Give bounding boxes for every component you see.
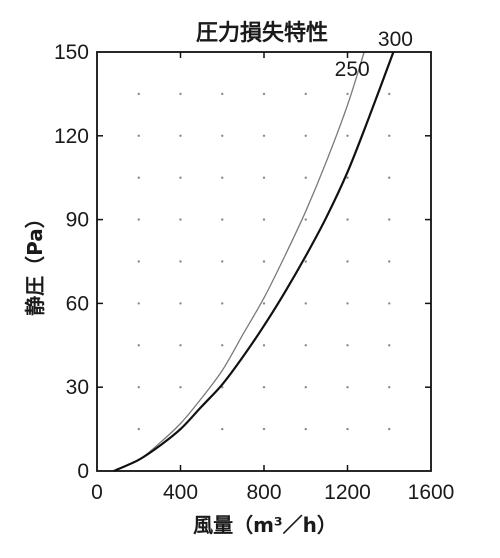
grid-dot: [221, 218, 224, 221]
x-tick-label: 800: [246, 481, 281, 504]
grid-dot: [221, 427, 224, 431]
grid-dot: [262, 260, 266, 263]
grid-dot: [304, 302, 307, 305]
x-tick-label: 1600: [408, 481, 455, 504]
grid-dot: [262, 92, 266, 96]
grid-dot: [179, 134, 182, 137]
y-tick-labels: 0 30 60 90 120 150: [54, 41, 89, 483]
y-tick-label: 90: [66, 209, 89, 232]
grid-dot: [388, 92, 391, 96]
grid-dot: [221, 176, 224, 179]
grid-dot: [179, 176, 182, 179]
series-label-300: 300: [378, 28, 413, 51]
grid-dot: [221, 92, 224, 96]
grid: [97, 52, 431, 471]
grid-dot: [388, 134, 391, 137]
grid-dot: [388, 386, 391, 389]
grid-dot: [304, 344, 307, 347]
grid-dot: [179, 344, 182, 347]
grid-dot: [262, 134, 266, 137]
grid-dot: [137, 344, 140, 347]
grid-dot: [304, 427, 307, 431]
grid-dot: [221, 302, 224, 305]
y-tick-label: 60: [66, 292, 89, 315]
grid-dot: [179, 218, 182, 221]
grid-dot: [221, 260, 224, 263]
series-line-300: [113, 51, 395, 473]
grid-dot: [137, 427, 140, 431]
grid-dot: [137, 386, 140, 389]
grid-dot: [346, 218, 349, 221]
grid-dot: [346, 386, 349, 389]
grid-dot: [221, 134, 224, 137]
grid-dot: [262, 302, 266, 305]
grid-dot: [137, 260, 140, 263]
grid-dot: [388, 427, 391, 431]
grid-dot: [262, 218, 266, 221]
grid-dot: [346, 302, 349, 305]
grid-dot: [137, 134, 140, 137]
grid-dot: [179, 386, 182, 389]
grid-dot: [221, 344, 224, 347]
chart-title: 圧力損失特性: [196, 20, 328, 46]
grid-dot: [388, 344, 391, 347]
grid-dot: [304, 386, 307, 389]
x-tick-label: 1200: [324, 481, 371, 504]
grid-dot: [304, 92, 307, 96]
grid-dot: [304, 260, 307, 263]
grid-dot: [304, 218, 307, 221]
x-axis-label: 風量（m³／h）: [193, 513, 337, 537]
x-tick-label: 400: [163, 481, 198, 504]
grid-dot: [346, 260, 349, 263]
grid-dot: [179, 302, 182, 305]
plot-frame: [96, 51, 432, 472]
grid-dot: [388, 176, 391, 179]
series-labels: 250 300: [335, 28, 413, 81]
grid-dot: [346, 134, 349, 137]
grid-dot: [346, 427, 349, 431]
x-tick-label: 0: [91, 481, 103, 504]
grid-dot: [262, 176, 266, 179]
x-tick-labels: 0 400 800 1200 1600: [91, 481, 454, 504]
grid-dot: [179, 260, 182, 263]
y-tick-label: 120: [54, 125, 89, 148]
grid-dot: [179, 92, 182, 96]
y-tick-label: 30: [66, 376, 89, 399]
grid-dot: [262, 427, 266, 431]
y-axis-label: 静圧（Pa）: [23, 208, 47, 316]
series-line-250: [113, 51, 365, 472]
grid-dot: [346, 344, 349, 347]
grid-dot: [346, 92, 349, 96]
grid-dot: [137, 92, 140, 96]
grid-dot: [262, 344, 266, 347]
grid-dot: [137, 176, 140, 179]
grid-dot: [388, 218, 391, 221]
grid-dot: [137, 302, 140, 305]
series-label-250: 250: [335, 58, 370, 81]
grid-dot: [262, 386, 266, 389]
grid-dot: [346, 176, 349, 179]
series-group: [113, 51, 395, 473]
grid-dot: [304, 176, 307, 179]
y-tick-label: 150: [54, 41, 89, 64]
y-tick-label: 0: [77, 460, 89, 483]
grid-dot: [388, 302, 391, 305]
grid-dot: [304, 134, 307, 137]
grid-dot: [137, 218, 140, 221]
grid-dot: [388, 260, 391, 263]
